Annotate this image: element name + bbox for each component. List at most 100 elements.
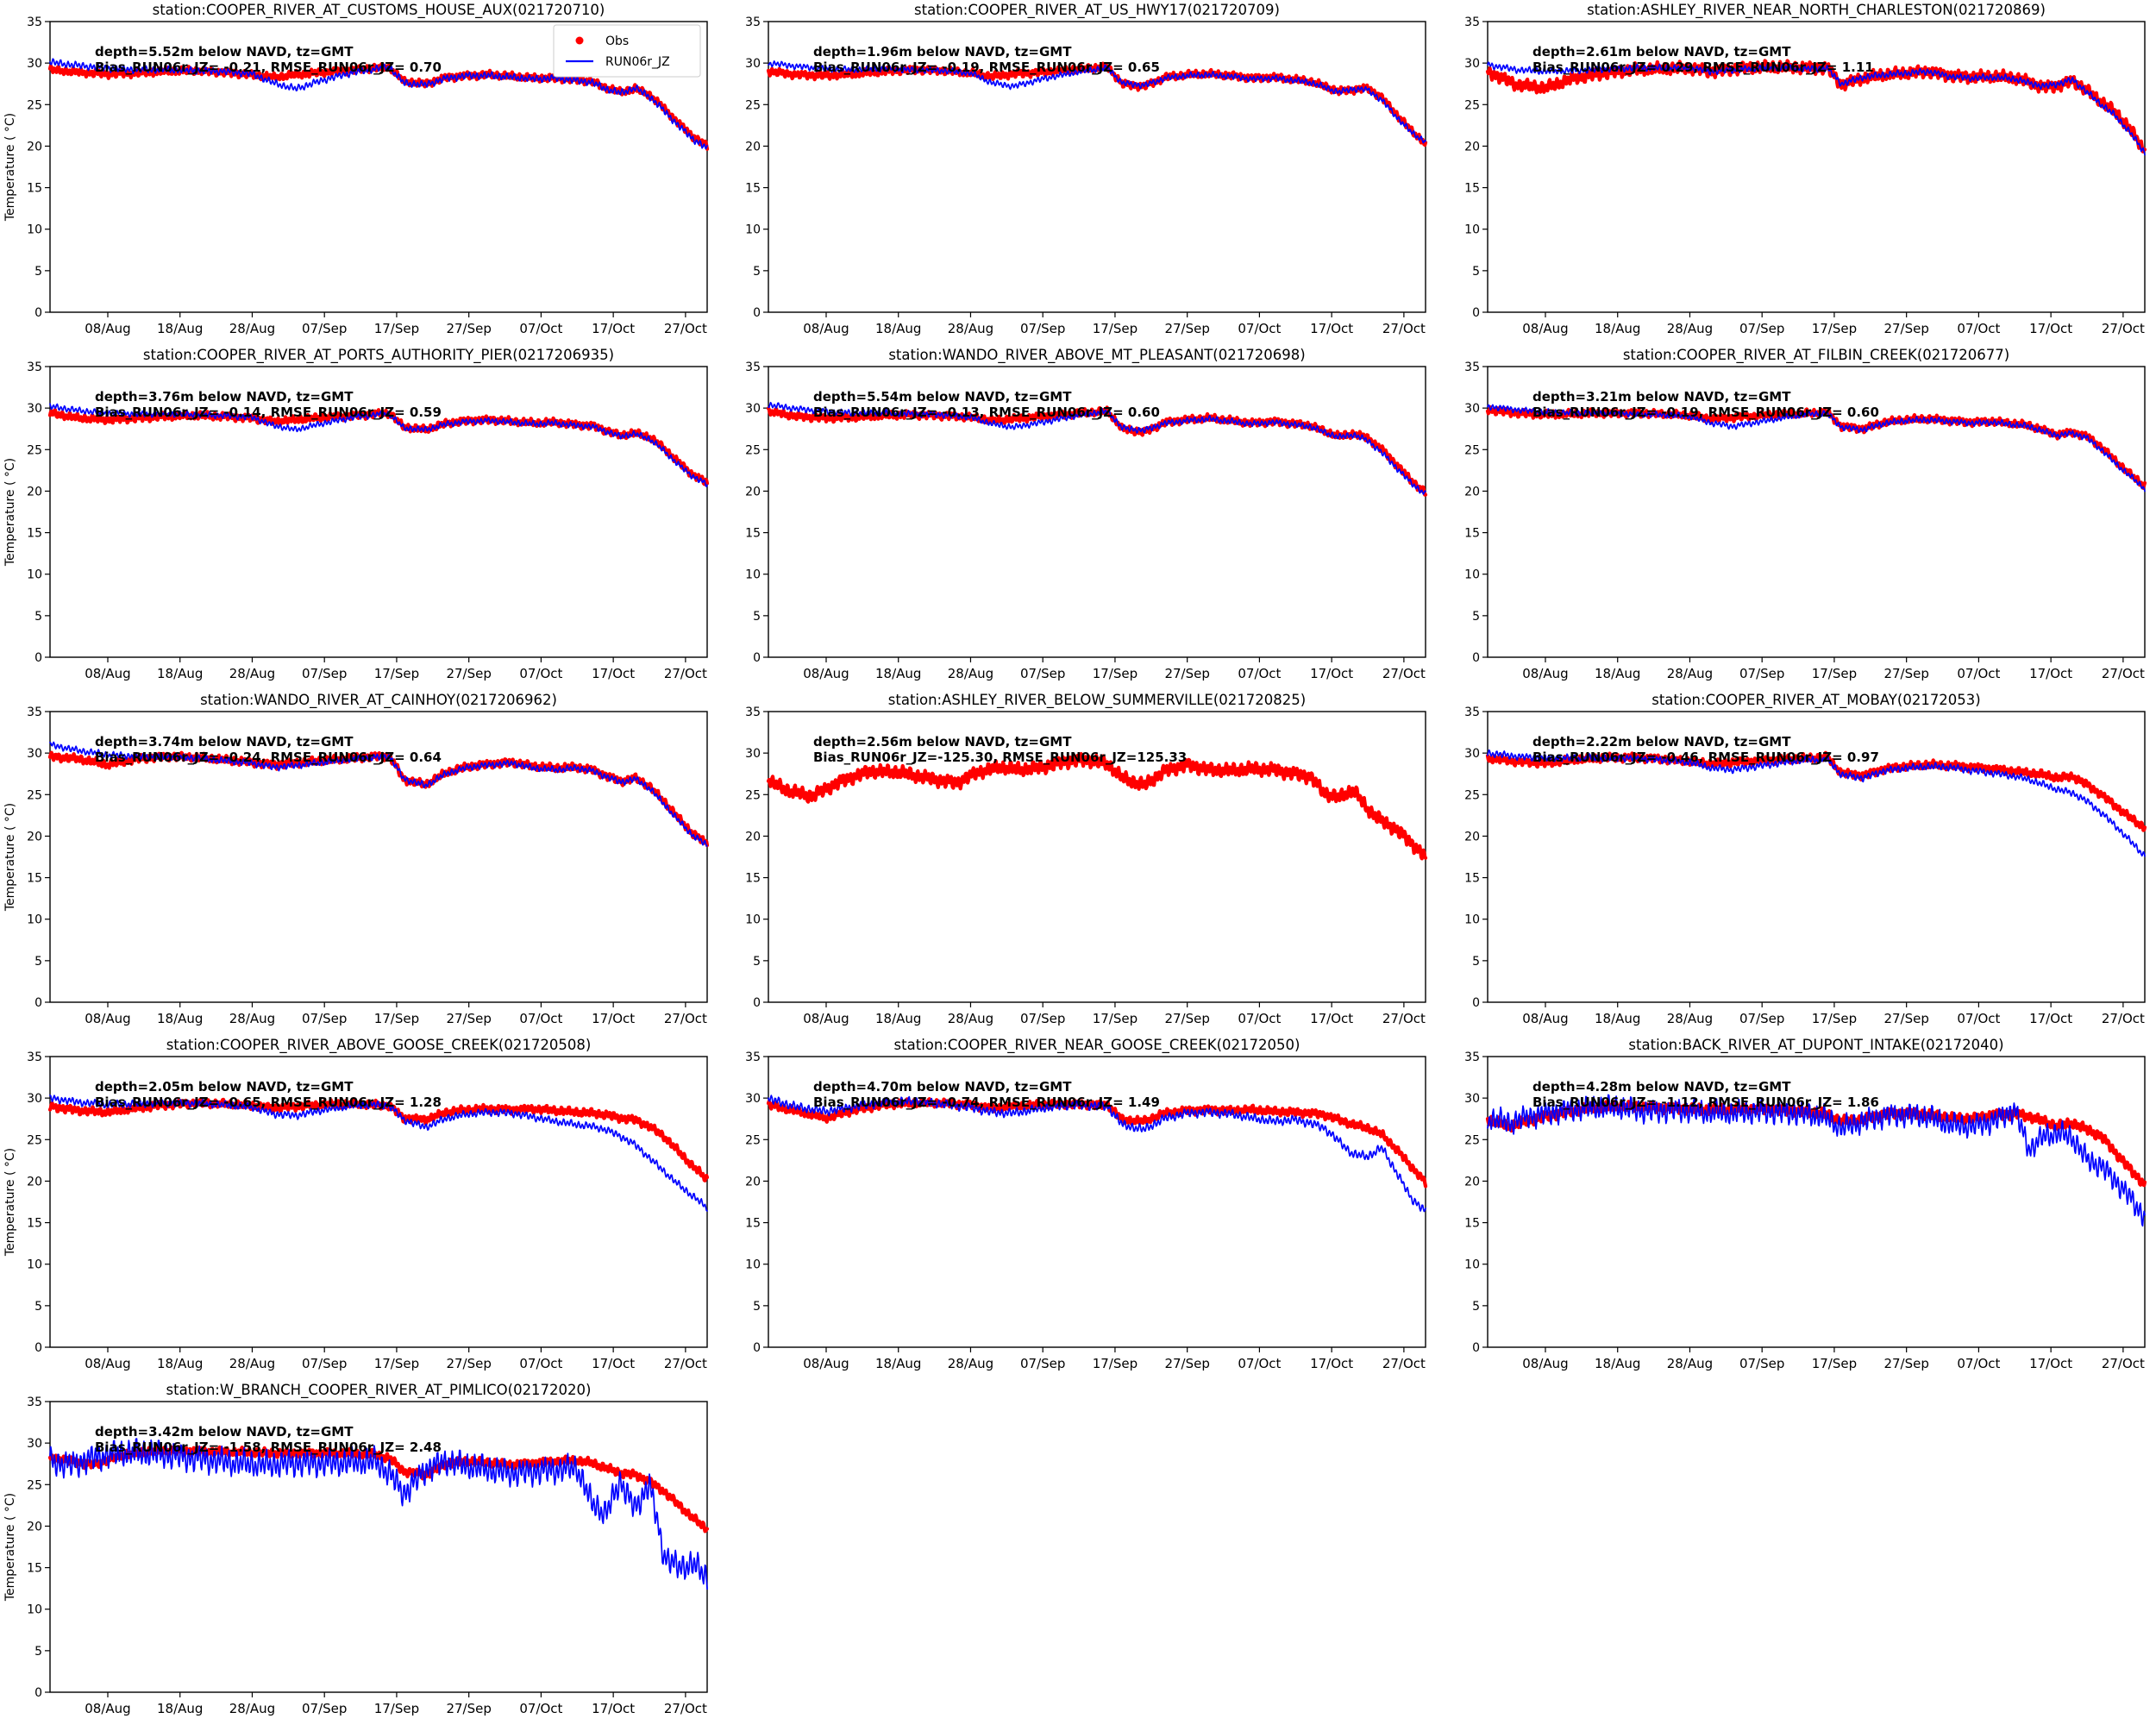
y-tick-label: 25 (27, 1133, 42, 1147)
y-tick-label: 0 (753, 306, 761, 320)
x-tick-label: 07/Sep (1020, 321, 1065, 336)
x-tick-label: 07/Sep (302, 1701, 347, 1716)
y-tick-label: 20 (27, 140, 42, 154)
bias-rmse-annotation: Bias_RUN06r_JZ= -0.46, RMSE_RUN06r_JZ= 0… (1532, 750, 1879, 765)
x-tick-label: 17/Oct (592, 1356, 635, 1371)
x-tick-label: 07/Oct (519, 321, 562, 336)
x-tick-label: 27/Sep (446, 1011, 491, 1026)
x-tick-label: 27/Sep (1165, 1011, 1210, 1026)
x-tick-label: 17/Oct (592, 1701, 635, 1716)
y-tick-label: 30 (746, 1092, 761, 1106)
axes-frame (49, 366, 708, 658)
depth-annotation: depth=4.28m below NAVD, tz=GMT (1532, 1079, 1791, 1095)
plot-area: station:WANDO_RIVER_ABOVE_MT_PLEASANT(02… (746, 347, 1428, 681)
y-tick-label: 10 (746, 568, 761, 582)
model-series (49, 1438, 708, 1590)
x-tick-label: 28/Aug (229, 1356, 275, 1371)
bias-rmse-annotation: Bias_RUN06r_JZ=-125.30, RMSE_RUN06r_JZ=1… (813, 750, 1187, 765)
x-tick-label: 08/Aug (804, 1356, 849, 1371)
panel-title: station:COOPER_RIVER_AT_FILBIN_CREEK(021… (1622, 347, 2009, 364)
y-tick-label: 25 (746, 1133, 761, 1147)
y-tick-label: 25 (27, 1478, 42, 1492)
x-tick-label: 07/Oct (519, 1356, 562, 1371)
x-tick-label: 17/Sep (1093, 1356, 1138, 1371)
depth-annotation: depth=3.21m below NAVD, tz=GMT (1532, 389, 1791, 405)
y-axis-label: Temperature ( °C) (3, 1493, 17, 1602)
x-tick-label: 18/Aug (875, 1011, 921, 1026)
x-tick-label: 27/Oct (1382, 1356, 1426, 1371)
y-tick-label: 10 (746, 223, 761, 237)
panel-02172050: station:COOPER_RIVER_NEAR_GOOSE_CREEK(02… (718, 1035, 1437, 1380)
x-tick-label: 17/Sep (1093, 321, 1138, 336)
y-tick-label: 20 (27, 485, 42, 499)
axes-frame (768, 366, 1427, 658)
panel-021720825: station:ASHLEY_RIVER_BELOW_SUMMERVILLE(0… (718, 690, 1437, 1035)
x-tick-label: 27/Oct (1382, 666, 1426, 681)
y-tick-label: 35 (27, 1051, 42, 1064)
x-tick-label: 17/Sep (374, 321, 419, 336)
y-tick-label: 10 (27, 1258, 42, 1272)
x-tick-label: 17/Sep (1093, 666, 1138, 681)
plot-area: station:W_BRANCH_COOPER_RIVER_AT_PIMLICO… (3, 1382, 710, 1716)
x-tick-label: 17/Oct (2029, 666, 2072, 681)
panel-02172040: station:BACK_RIVER_AT_DUPONT_INTAKE(0217… (1438, 1035, 2156, 1380)
obs-series (47, 408, 710, 486)
bias-rmse-annotation: Bias_RUN06r_JZ= -1.12, RMSE_RUN06r_JZ= 1… (1532, 1095, 1879, 1110)
model-series (1486, 61, 2146, 156)
y-tick-label: 0 (753, 1341, 761, 1355)
x-tick-label: 07/Sep (1020, 666, 1065, 681)
panel-0217206962: station:WANDO_RIVER_AT_CAINHOY(021720696… (0, 690, 718, 1035)
x-tick-label: 07/Oct (519, 1011, 562, 1026)
depth-annotation: depth=5.54m below NAVD, tz=GMT (813, 389, 1072, 405)
plot-area: station:WANDO_RIVER_AT_CAINHOY(021720696… (3, 692, 710, 1026)
y-tick-label: 0 (1472, 996, 1480, 1010)
x-tick-label: 27/Sep (1883, 321, 1928, 336)
y-tick-label: 0 (34, 1686, 42, 1700)
y-tick-label: 15 (27, 182, 42, 196)
model-series (768, 60, 1427, 144)
y-tick-label: 15 (746, 527, 761, 541)
y-tick-label: 30 (27, 402, 42, 416)
x-tick-label: 18/Aug (875, 1356, 921, 1371)
bias-rmse-annotation: Bias_RUN06r_JZ= -0.24, RMSE_RUN06r_JZ= 0… (95, 750, 442, 765)
x-tick-label: 07/Sep (1020, 1356, 1065, 1371)
y-tick-label: 0 (34, 651, 42, 665)
obs-series (767, 405, 1428, 497)
axes-frame (1486, 1056, 2146, 1348)
x-tick-label: 07/Oct (1957, 321, 2000, 336)
axes-frame (768, 21, 1427, 313)
y-tick-label: 25 (27, 98, 42, 112)
y-tick-label: 5 (34, 955, 42, 969)
y-tick-label: 30 (27, 747, 42, 761)
model-series (1486, 404, 2146, 492)
x-tick-label: 27/Sep (446, 321, 491, 336)
y-tick-label: 15 (27, 1217, 42, 1231)
x-tick-label: 07/Oct (1238, 1011, 1282, 1026)
y-tick-label: 15 (746, 1217, 761, 1231)
y-tick-label: 5 (753, 265, 761, 279)
y-tick-label: 10 (746, 1258, 761, 1272)
y-tick-label: 30 (1464, 57, 1480, 71)
legend-model-label: RUN06r_JZ (605, 55, 670, 69)
x-tick-label: 17/Oct (1310, 1356, 1353, 1371)
x-tick-label: 28/Aug (1666, 1011, 1712, 1026)
plot-area: station:COOPER_RIVER_AT_CUSTOMS_HOUSE_AU… (3, 2, 710, 336)
bias-rmse-annotation: Bias_RUN06r_JZ= -0.19, RMSE_RUN06r_JZ= 0… (1532, 405, 1879, 420)
y-tick-label: 30 (1464, 747, 1480, 761)
x-tick-label: 17/Oct (2029, 321, 2072, 336)
panel-02172020: station:W_BRANCH_COOPER_RIVER_AT_PIMLICO… (0, 1380, 718, 1725)
model-series (1486, 1094, 2146, 1227)
y-tick-label: 0 (34, 996, 42, 1010)
x-tick-label: 07/Sep (302, 1356, 347, 1371)
obs-series (47, 750, 710, 848)
model-series (768, 1095, 1427, 1213)
bias-rmse-annotation: Bias_RUN06r_JZ= -0.14, RMSE_RUN06r_JZ= 0… (95, 405, 442, 420)
panel-021720508: station:COOPER_RIVER_ABOVE_GOOSE_CREEK(0… (0, 1035, 718, 1380)
depth-annotation: depth=2.22m below NAVD, tz=GMT (1532, 734, 1791, 750)
x-tick-label: 28/Aug (1666, 321, 1712, 336)
y-tick-label: 5 (1472, 265, 1480, 279)
x-tick-label: 17/Oct (2029, 1356, 2072, 1371)
panel-021720869: station:ASHLEY_RIVER_NEAR_NORTH_CHARLEST… (1438, 0, 2156, 345)
panel-title: station:COOPER_RIVER_NEAR_GOOSE_CREEK(02… (894, 1037, 1300, 1054)
